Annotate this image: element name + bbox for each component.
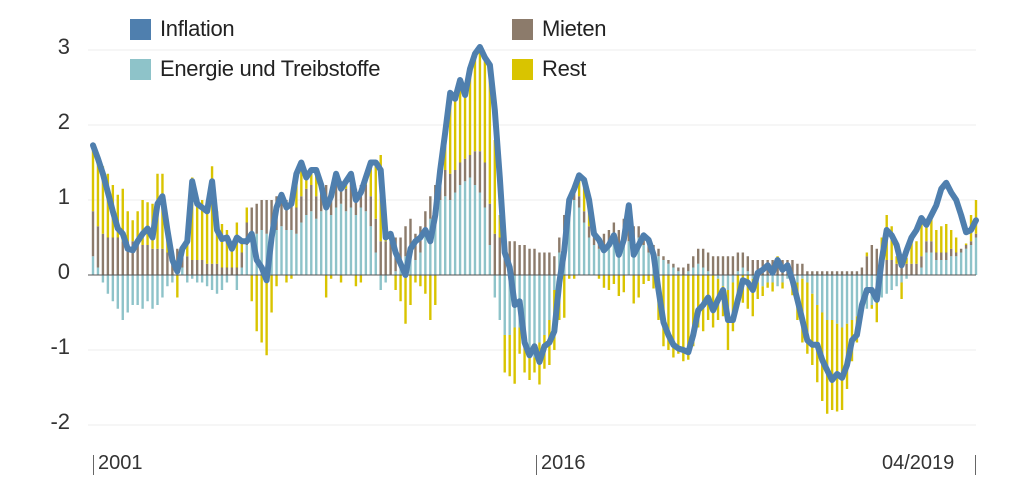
x-tick-label: 2016 <box>541 452 586 474</box>
y-tick-label: 1 <box>57 184 70 209</box>
inflation-swatch-icon <box>130 18 151 40</box>
legend-label: Energie und Treibstoffe <box>160 56 381 81</box>
x-tick-mark <box>93 455 94 475</box>
x-tick-mark <box>975 455 976 475</box>
inflation-line <box>90 44 979 383</box>
rest-swatch-icon <box>512 58 533 80</box>
x-tick-label: 04/2019 <box>882 452 955 474</box>
x-tick-label: 2001 <box>98 452 143 474</box>
legend-item-inflation: Inflation <box>130 16 235 42</box>
legend-label: Rest <box>542 56 587 81</box>
y-tick-label: 0 <box>57 259 70 284</box>
legend-label: Inflation <box>160 16 235 41</box>
stacked-bars <box>91 47 978 414</box>
legend-label: Mieten <box>542 16 607 41</box>
rent-swatch-icon <box>512 18 533 40</box>
legend-item-rest: Rest <box>512 56 586 82</box>
y-tick-label: 2 <box>57 109 70 134</box>
legend-item-energy: Energie und Treibstoffe <box>130 56 380 82</box>
energy-swatch-icon <box>130 58 151 80</box>
y-tick-label: -2 <box>50 409 70 434</box>
x-tick-mark <box>536 455 537 475</box>
y-tick-label: 3 <box>57 34 70 59</box>
legend-item-rent: Mieten <box>512 16 607 42</box>
y-tick-label: -1 <box>50 334 70 359</box>
